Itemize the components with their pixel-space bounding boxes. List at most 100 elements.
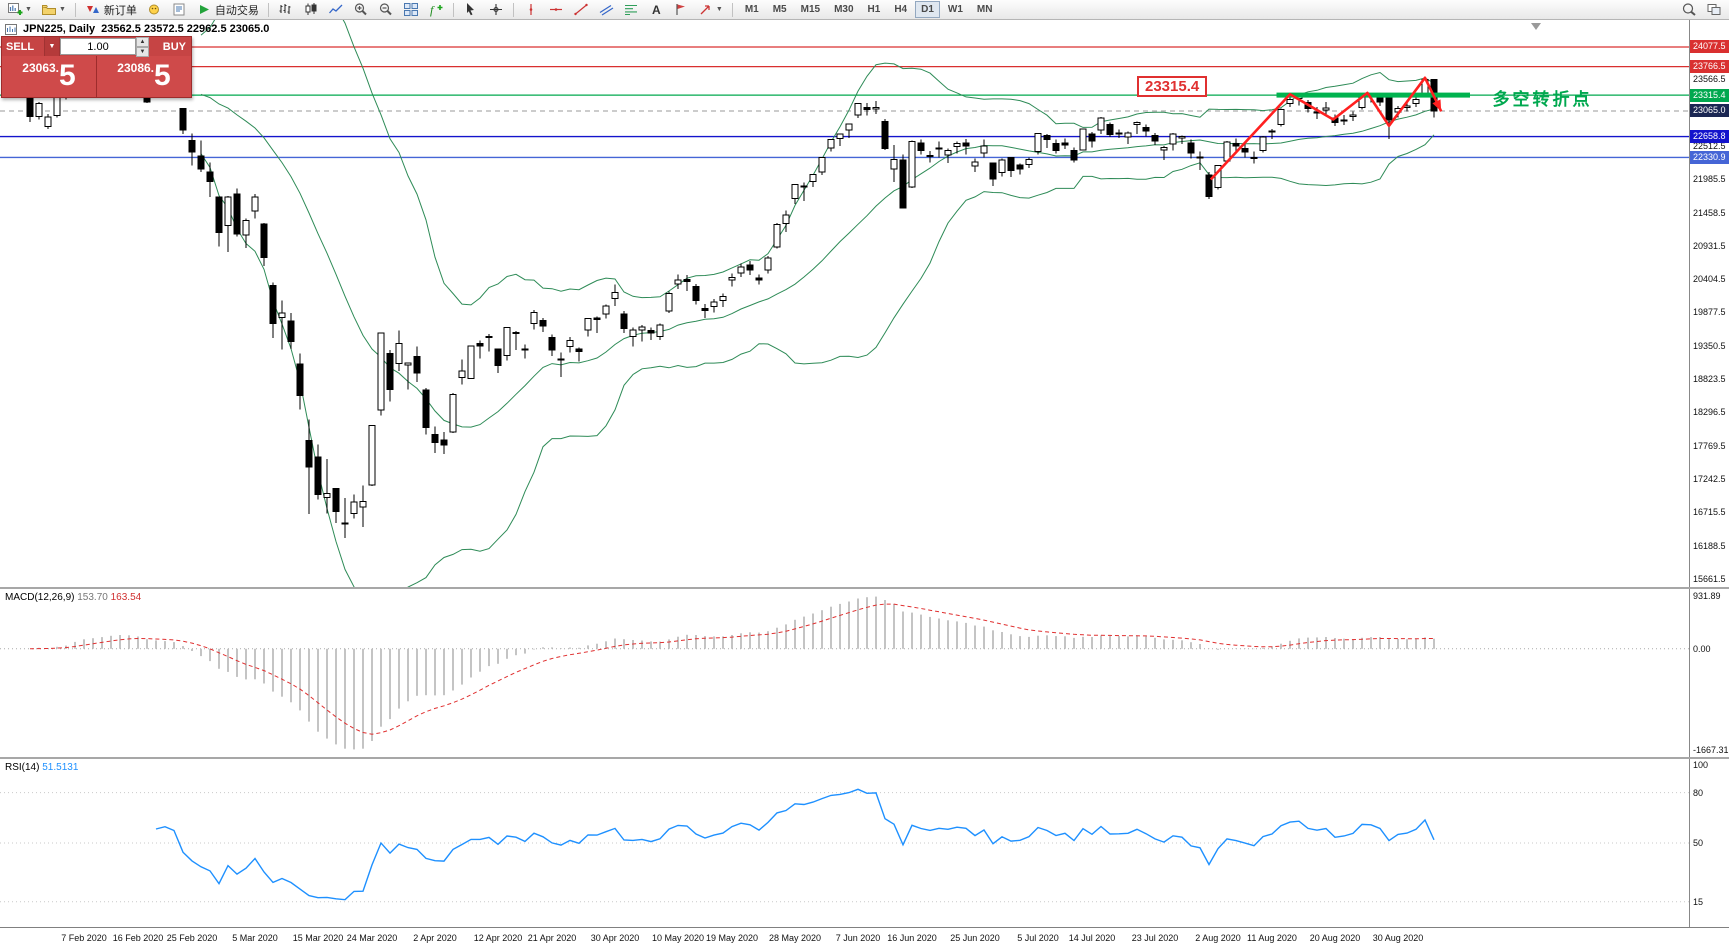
tile-windows-button[interactable]	[399, 0, 423, 21]
sell-button[interactable]: SELL	[6, 40, 35, 53]
date-axis-label: 7 Feb 2020	[61, 933, 107, 943]
indicators-icon: f	[430, 3, 443, 17]
line-chart-type-icon	[328, 4, 343, 14]
candle-chart-type-button[interactable]	[299, 0, 323, 21]
date-axis-label: 19 May 2020	[705, 933, 759, 943]
price-scale-label: 21458.5	[1693, 208, 1726, 218]
timeframe-w1-button[interactable]: W1	[947, 4, 963, 15]
profiles-button[interactable]: ▼	[37, 0, 70, 21]
line-chart-type-button[interactable]	[324, 0, 348, 21]
timeframe-m30-button[interactable]: M30	[834, 4, 854, 15]
macd-chart-canvas[interactable]	[0, 589, 1689, 757]
new-chart-button[interactable]: ▼	[3, 0, 36, 21]
price-scale[interactable]: 23566.5 22512.5 21985.5 21458.5 20931.5 20404…	[1689, 20, 1729, 587]
timeframe-m1-button[interactable]: M1	[744, 4, 759, 15]
timeframe-mn-button[interactable]: MN	[976, 4, 993, 15]
trendline-icon	[574, 3, 588, 16]
trendline-button[interactable]	[569, 0, 593, 21]
price-marker-chip: 22330.9	[1690, 151, 1729, 164]
vertical-line-button[interactable]	[519, 0, 543, 21]
date-axis-label: 14 Jul 2020	[1068, 933, 1116, 943]
arrows-shapes-button[interactable]: ▼	[694, 0, 727, 21]
price-marker-chip: 22658.8	[1690, 130, 1729, 143]
price-scale-label: 23566.5	[1693, 74, 1726, 84]
rsi-scale-label: 50	[1693, 838, 1704, 848]
indicators-button[interactable]: f	[424, 0, 448, 21]
turning-point-annotation[interactable]: 多空转折点	[1492, 90, 1593, 110]
vertical-line-icon	[529, 4, 533, 15]
volume-down-icon[interactable]: ▼	[136, 47, 149, 57]
macd-label: MACD(12,26,9) 153.70 163.54	[5, 592, 141, 603]
price-scale-label: 17769.5	[1693, 441, 1726, 451]
panel-splitter[interactable]	[0, 587, 1729, 589]
trade-panel-header: SELL ▼ ▲▼ BUY	[2, 37, 191, 57]
price-scale-label: 20931.5	[1693, 241, 1726, 251]
channel-button[interactable]	[594, 0, 618, 21]
cursor-button[interactable]	[459, 0, 483, 21]
autotrading-button[interactable]: 自动交易	[192, 0, 263, 21]
one-click-trading-panel: SELL ▼ ▲▼ BUY 23063.5 23086.5	[1, 36, 192, 98]
windows-list-icon	[1707, 4, 1721, 15]
scripts-button[interactable]	[167, 0, 191, 21]
text-label-button[interactable]	[669, 0, 693, 21]
price-annotation-label[interactable]: 23315.4	[1137, 76, 1208, 98]
toolbar-separator	[512, 2, 514, 17]
macd-name: MACD(12,26,9)	[5, 592, 75, 603]
timeframe-h4-button[interactable]: H4	[894, 4, 908, 15]
candle-chart-type-icon	[305, 3, 317, 15]
buy-price-big: 5	[154, 59, 171, 92]
bar-chart-type-icon	[279, 4, 291, 14]
price-marker-chip: 23766.5	[1690, 60, 1729, 73]
zoom-out-button[interactable]	[374, 0, 398, 21]
volume-input[interactable]	[60, 38, 136, 55]
bar-chart-type-button[interactable]	[274, 0, 298, 21]
timeframe-d1-button[interactable]: D1	[915, 1, 940, 18]
windows-list-button[interactable]	[1702, 0, 1726, 21]
rsi-value: 51.5131	[42, 762, 79, 773]
horizontal-line-button[interactable]	[544, 0, 568, 21]
fibonacci-button[interactable]	[619, 0, 643, 21]
date-axis-label: 16 Jun 2020	[887, 933, 937, 943]
main-chart-panel[interactable]: JPN225, Daily 23562.5 23572.5 22962.5 23…	[0, 20, 1689, 587]
panel-splitter[interactable]	[0, 757, 1729, 759]
buy-button[interactable]: BUY	[162, 40, 186, 53]
timeframe-h1-button[interactable]: H1	[867, 4, 881, 15]
new-order-icon	[86, 6, 99, 13]
zoom-in-button[interactable]	[349, 0, 373, 21]
text-button[interactable]: A	[644, 0, 668, 21]
sell-price-button[interactable]: 23063. 5	[2, 56, 96, 97]
macd-scale[interactable]: 931.89 0.00 -1667.31	[1689, 589, 1729, 757]
channel-icon	[599, 4, 614, 16]
volume-stepper[interactable]: ▲ ▼	[136, 37, 149, 57]
timeframe-m5-button[interactable]: M5	[772, 4, 787, 15]
rsi-panel[interactable]: RSI(14) 51.5131	[0, 759, 1689, 927]
rsi-chart-canvas[interactable]	[0, 759, 1689, 927]
sell-price-big: 5	[59, 59, 76, 92]
volume-up-icon[interactable]: ▲	[136, 37, 149, 47]
macd-value-signal: 163.54	[110, 592, 142, 603]
crosshair-button[interactable]	[484, 0, 508, 21]
new-order-button[interactable]: 新订单	[81, 0, 141, 21]
new-chart-icon	[8, 3, 23, 15]
date-axis-label: 2 Apr 2020	[413, 933, 457, 943]
price-marker-chip: 23065.0	[1690, 104, 1729, 117]
candlestick-chart-canvas[interactable]	[0, 20, 1689, 587]
volume-dropdown-button[interactable]: ▼	[44, 37, 60, 56]
macd-scale-max: 931.89	[1693, 591, 1721, 601]
toolbar-separator	[452, 2, 454, 17]
timeframe-m15-button[interactable]: M15	[800, 4, 821, 15]
date-axis-label: 30 Aug 2020	[1372, 933, 1424, 943]
buy-price-button[interactable]: 23086. 5	[97, 56, 191, 97]
search-button[interactable]	[1677, 0, 1701, 21]
expert-advisors-button[interactable]	[142, 0, 166, 21]
macd-scale-zero: 0.00	[1693, 644, 1711, 654]
toolbar-separator	[731, 2, 733, 17]
price-scale-label: 16188.5	[1693, 541, 1726, 551]
macd-panel[interactable]: MACD(12,26,9) 153.70 163.54	[0, 589, 1689, 757]
timeframe-group: M1 M5 M15 M30 H1 H4 D1 W1 MN	[738, 1, 1000, 18]
date-axis[interactable]: 7 Feb 2020 16 Feb 2020 25 Feb 2020 5 Mar 20…	[0, 927, 1729, 948]
zoom-out-icon	[379, 3, 392, 16]
chart-symbol-period: JPN225, Daily	[23, 23, 96, 35]
profiles-folder-icon	[41, 5, 56, 15]
rsi-scale[interactable]: 100 80 50 15	[1689, 759, 1729, 927]
